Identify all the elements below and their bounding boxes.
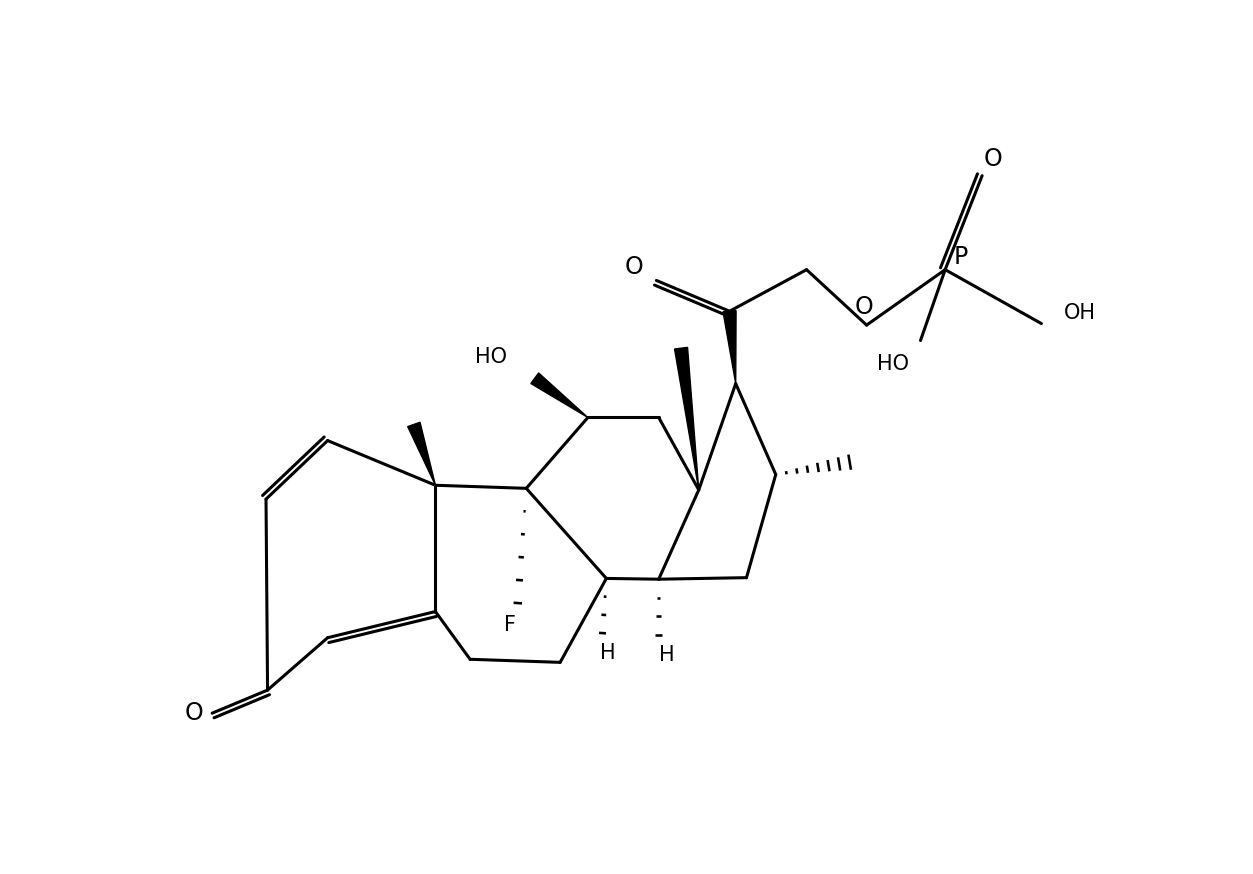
Text: O: O <box>984 147 1002 170</box>
Text: H: H <box>600 643 615 663</box>
Text: HO: HO <box>877 354 908 373</box>
Polygon shape <box>723 310 736 384</box>
Text: H: H <box>659 645 674 664</box>
Text: P: P <box>954 246 967 269</box>
Text: HO: HO <box>475 348 507 367</box>
Text: O: O <box>185 701 204 725</box>
Text: F: F <box>504 614 516 635</box>
Polygon shape <box>407 422 436 485</box>
Polygon shape <box>674 347 699 490</box>
Polygon shape <box>531 373 588 418</box>
Text: OH: OH <box>1064 302 1096 323</box>
Text: O: O <box>855 295 873 319</box>
Text: O: O <box>625 254 644 279</box>
